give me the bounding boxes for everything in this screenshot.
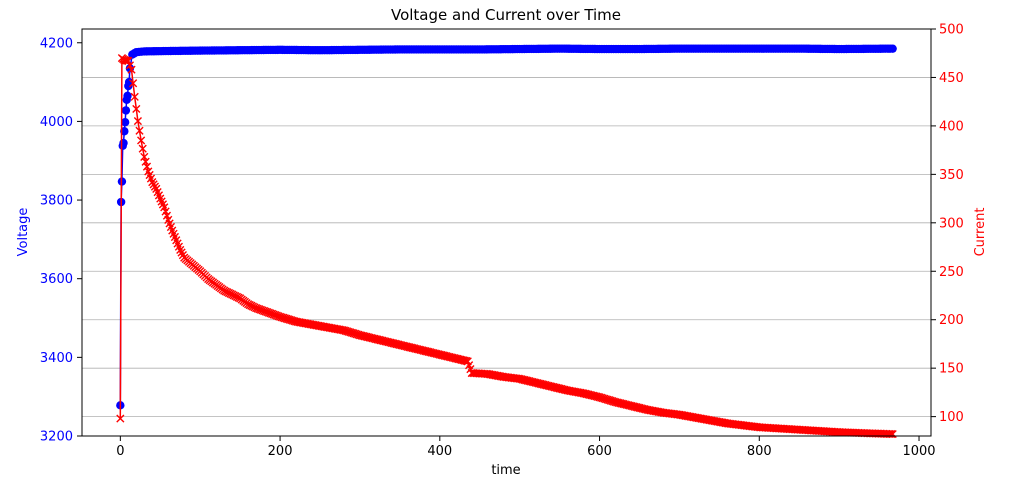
right-y-tick-label: 400 bbox=[939, 119, 964, 134]
current-point bbox=[462, 356, 471, 366]
left-y-tick-label: 3400 bbox=[40, 351, 73, 366]
right-y-tick-label: 200 bbox=[939, 313, 964, 328]
right-y-tick-label: 100 bbox=[939, 410, 964, 425]
voltage-point bbox=[888, 44, 897, 53]
left-y-tick-label: 3200 bbox=[40, 430, 73, 445]
right-y-axis-ticks: 100 150 200 250 300 350 400 450 500 bbox=[931, 23, 964, 425]
current-point bbox=[132, 104, 141, 114]
voltage-series-markers bbox=[116, 44, 897, 410]
current-point bbox=[127, 65, 136, 74]
right-y-axis-label: Current bbox=[973, 208, 988, 257]
plot-frame bbox=[81, 28, 932, 437]
left-y-axis-ticks: 3200 3400 3600 3800 4000 4200 bbox=[40, 36, 82, 445]
x-tick-label: 400 bbox=[427, 444, 452, 459]
current-point bbox=[124, 56, 133, 66]
gridlines bbox=[82, 28, 931, 418]
left-y-tick-label: 3600 bbox=[40, 272, 73, 287]
left-y-tick-label: 4200 bbox=[40, 36, 73, 51]
current-point bbox=[129, 79, 138, 88]
voltage-point bbox=[123, 91, 132, 101]
current-point bbox=[130, 92, 139, 101]
right-y-tick-label: 150 bbox=[939, 362, 964, 377]
current-point bbox=[138, 144, 147, 153]
x-tick-label: 800 bbox=[747, 444, 772, 459]
x-tick-label: 200 bbox=[268, 444, 293, 459]
right-y-tick-label: 450 bbox=[939, 71, 964, 86]
left-y-tick-label: 4000 bbox=[40, 115, 73, 130]
current-point bbox=[122, 56, 132, 65]
right-y-tick-label: 350 bbox=[939, 168, 964, 183]
current-point bbox=[125, 61, 135, 70]
chart-title: Voltage and Current over Time bbox=[391, 6, 621, 24]
right-y-tick-label: 250 bbox=[939, 265, 964, 280]
right-y-tick-label: 300 bbox=[939, 216, 964, 231]
x-tick-label: 0 bbox=[116, 444, 124, 459]
left-y-axis-label: Voltage bbox=[16, 208, 31, 257]
left-y-tick-label: 3800 bbox=[40, 194, 73, 209]
current-point bbox=[133, 116, 143, 126]
right-y-tick-label: 500 bbox=[939, 23, 964, 38]
voltage-line bbox=[119, 47, 893, 406]
current-point bbox=[140, 152, 149, 162]
voltage-point bbox=[120, 117, 130, 127]
voltage-point bbox=[121, 106, 131, 115]
current-point bbox=[141, 157, 150, 166]
current-point bbox=[142, 162, 152, 171]
current-point bbox=[137, 136, 146, 145]
current-point bbox=[336, 325, 345, 334]
current-point bbox=[135, 126, 144, 135]
voltage-series-line bbox=[119, 47, 893, 406]
x-axis-label: time bbox=[491, 463, 520, 478]
x-axis-ticks: 0 200 400 600 800 1000 bbox=[116, 436, 936, 459]
voltage-point bbox=[119, 138, 128, 148]
current-series-markers bbox=[116, 53, 897, 439]
current-point bbox=[116, 414, 125, 423]
x-tick-label: 1000 bbox=[902, 444, 935, 459]
x-tick-label: 600 bbox=[587, 444, 612, 459]
